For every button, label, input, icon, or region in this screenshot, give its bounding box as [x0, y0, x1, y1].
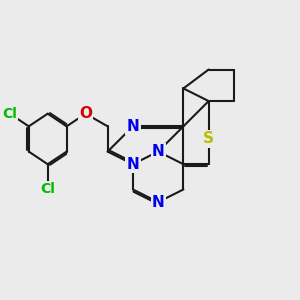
- Text: Cl: Cl: [2, 107, 17, 121]
- Text: N: N: [127, 157, 139, 172]
- Text: O: O: [79, 106, 92, 121]
- Text: N: N: [152, 144, 164, 159]
- Text: N: N: [127, 119, 139, 134]
- Text: S: S: [203, 131, 214, 146]
- Text: Cl: Cl: [40, 182, 55, 197]
- Text: N: N: [152, 195, 164, 210]
